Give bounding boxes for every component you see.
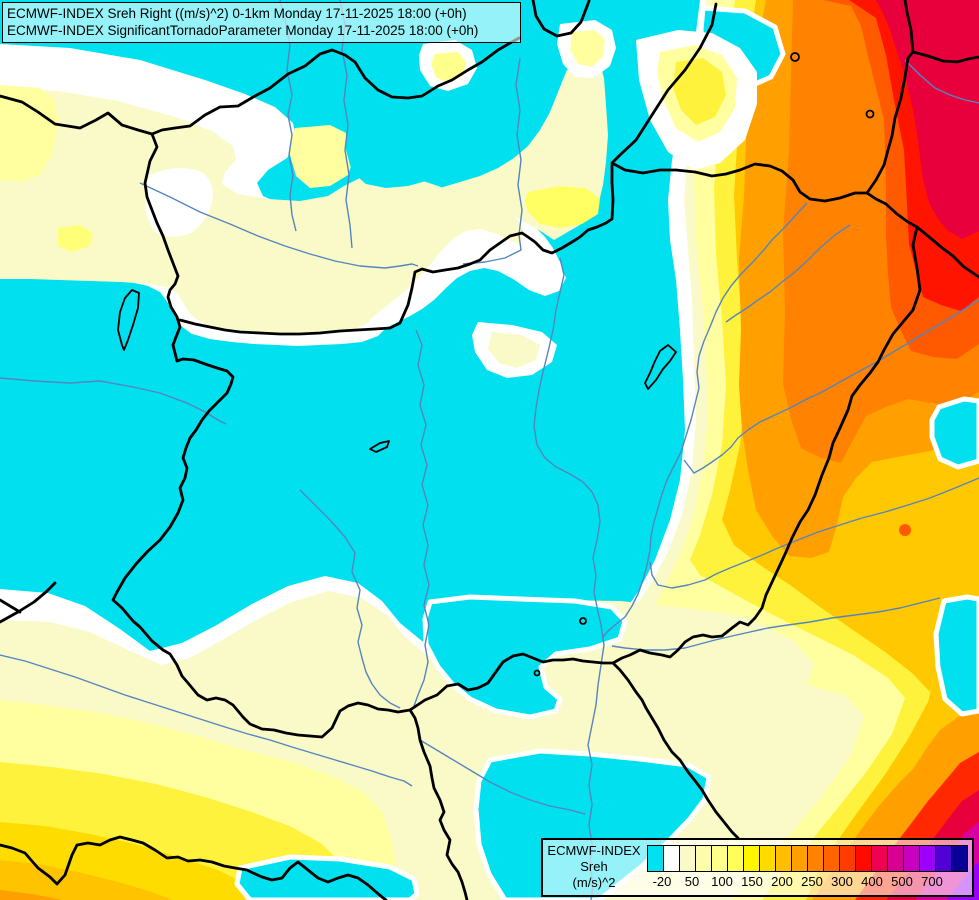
title-box: ECMWF-INDEX Sreh Right ((m/s)^2) 0-1km M… (2, 2, 521, 43)
border-hu-danube-sk (178, 163, 615, 336)
border-hu-west-south (111, 132, 412, 739)
border-ua-east (911, 50, 979, 64)
colorbar-tick: 500 (891, 874, 913, 889)
legend-units: (m/s)^2 (572, 875, 616, 890)
border-sw-corner (0, 581, 57, 624)
colorbar-cell (791, 845, 808, 872)
small-lake-2 (533, 669, 541, 677)
colorbar-cell (775, 845, 792, 872)
colorbar-tick: 150 (741, 874, 763, 889)
colorbar-tick: -20 (652, 874, 672, 889)
colorbar-tick: 300 (831, 874, 853, 889)
river-zagyva-tisza (533, 257, 605, 900)
river-maros (649, 477, 979, 589)
colorbar-tick: 400 (861, 874, 883, 889)
colorbar-cell (647, 845, 664, 872)
colorbar-tick: 100 (711, 874, 733, 889)
colorbar-tick: 250 (801, 874, 823, 889)
colorbar-cell (919, 845, 936, 872)
colorbar-cell (839, 845, 856, 872)
river-hron (462, 57, 523, 265)
lake-velence (369, 440, 390, 453)
title-line-1: ECMWF-INDEX Sreh Right ((m/s)^2) 0-1km M… (7, 6, 467, 21)
border-hu-ro (611, 225, 922, 665)
colorbar (647, 845, 968, 872)
colorbar-cell (759, 845, 776, 872)
border-top-lobe (531, 0, 591, 38)
river-danube (139, 182, 419, 269)
colorbar-cell (743, 845, 760, 872)
colorbar-cell (903, 845, 920, 872)
colorbar-cell (823, 845, 840, 872)
border-hu-south (408, 652, 615, 712)
colorbar-tick: 700 (921, 874, 943, 889)
colorbar-cell (679, 845, 696, 872)
border-sw-corner-2 (0, 598, 22, 614)
colorbar-cell (727, 845, 744, 872)
border-north-west (0, 36, 521, 136)
colorbar-cell (935, 845, 952, 872)
colorbar-cell (807, 845, 824, 872)
colorbar-cell (695, 845, 712, 872)
colorbar-cell (855, 845, 872, 872)
lakes (117, 52, 875, 677)
legend-box: ECMWF-INDEX Sreh (m/s)^2 -20 50 100 150 200 2… (541, 838, 974, 897)
colorbar-cell (951, 845, 968, 872)
colorbar-cell (663, 845, 680, 872)
border-sava (0, 835, 388, 900)
river-sio (299, 489, 401, 709)
colorbar-cell (711, 845, 728, 872)
lake-tisza (644, 344, 677, 390)
river-drava (0, 654, 413, 787)
river-szamos (683, 299, 979, 474)
border-srb-ro (611, 661, 740, 840)
legend-parameter: Sreh (580, 859, 608, 874)
river-danube-south (413, 329, 430, 707)
river-ne-corner (904, 59, 979, 104)
lake-neusiedl (117, 289, 140, 351)
border-sk-ua (610, 2, 869, 203)
border-ua-north (865, 0, 915, 195)
legend-label: ECMWF-INDEX Sreh (m/s)^2 (543, 843, 645, 891)
river-bodrog (725, 224, 851, 323)
colorbar-tick: 50 (684, 874, 700, 889)
river-zala (0, 377, 227, 425)
river-tisza (601, 202, 808, 639)
colorbar-cell (871, 845, 888, 872)
small-lake-4 (865, 109, 875, 119)
small-lake-1 (579, 617, 587, 625)
border-ua-ro (865, 191, 979, 279)
title-line-2: ECMWF-INDEX SignificantTornadoParameter … (7, 23, 479, 38)
small-lake-3 (790, 52, 800, 62)
border-danube-cro-srb (408, 708, 469, 900)
river-koros (611, 597, 941, 651)
colorbar-tick: 200 (771, 874, 793, 889)
river-se-band (419, 739, 586, 815)
legend-product: ECMWF-INDEX (547, 843, 641, 858)
colorbar-cell (887, 845, 904, 872)
